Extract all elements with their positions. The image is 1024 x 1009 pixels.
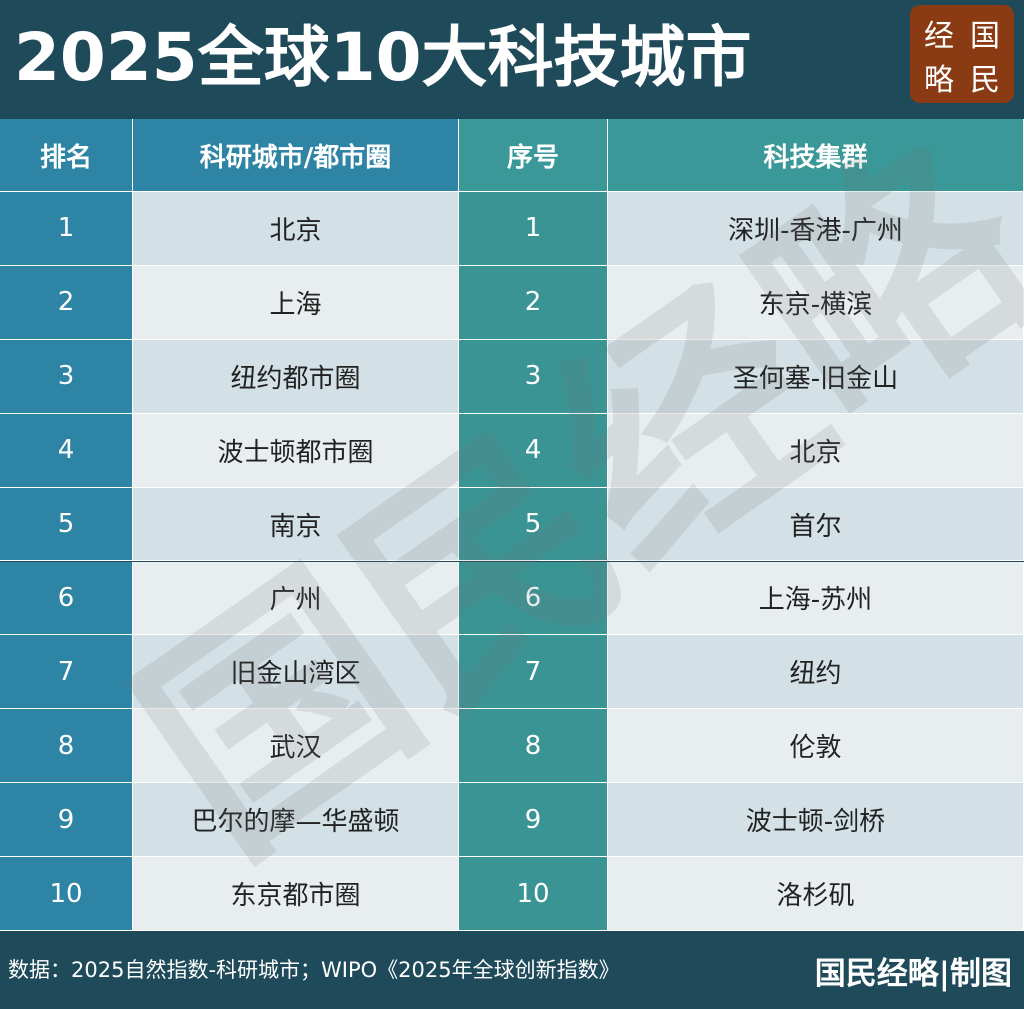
table-cell: 广州 [133,561,459,636]
table-cell: 1 [0,192,133,266]
column-header: 科研城市/都市圈 [133,119,459,192]
table-cell: 9 [459,783,608,858]
table-cell: 4 [459,413,608,488]
table-cell: 8 [0,709,133,784]
table-cell: 波士顿-剑桥 [608,783,1024,858]
table-cell: 纽约都市圈 [133,339,459,414]
table-cell: 7 [0,635,133,710]
column-header: 序号 [459,119,608,192]
logo-char: 国 [970,19,1000,54]
table-cell: 伦敦 [608,709,1024,784]
table-cell: 8 [459,709,608,784]
table-cell: 1 [459,192,608,266]
table-cell: 6 [0,561,133,636]
table-cell: 北京 [133,192,459,266]
table-cell: 上海-苏州 [608,561,1024,636]
table-cell: 5 [459,487,608,562]
brand: 国民经略|制图 [814,956,1012,992]
table-cell: 深圳-香港-广州 [608,192,1024,266]
table-cell: 6 [459,561,608,636]
logo: 经 国 略 民 [910,5,1014,103]
title: 2025全球10大科技城市 [14,19,752,96]
table-cell: 9 [0,783,133,858]
table-cell: 2 [459,265,608,340]
table-cell: 旧金山湾区 [133,635,459,710]
logo-char: 民 [970,63,1000,98]
table-cell: 4 [0,413,133,488]
header: 2025全球10大科技城市 经 国 略 民 [0,0,1024,118]
table-cell: 上海 [133,265,459,340]
table-cell: 洛杉矶 [608,857,1024,931]
table-cell: 北京 [608,413,1024,488]
logo-char: 略 [924,63,954,98]
table-cell: 首尔 [608,487,1024,562]
table-cell: 南京 [133,487,459,562]
source: 数据：2025自然指数-科研城市；WIPO《2025年全球创新指数》 [8,958,620,982]
table-cell: 东京-横滨 [608,265,1024,340]
logo-char: 经 [924,19,954,54]
table: 排名 科研城市/都市圈 序号 科技集群 1 北京 1 深圳-香港-广州 2 上海 2 东京-横滨 3 纽约… [0,119,1024,931]
table-cell: 东京都市圈 [133,857,459,931]
table-cell: 巴尔的摩—华盛顿 [133,783,459,858]
table-cell: 10 [0,857,133,931]
footer: 数据：2025自然指数-科研城市；WIPO《2025年全球创新指数》 国民经略|… [0,932,1024,1009]
column-header: 排名 [0,119,133,192]
table-cell: 3 [459,339,608,414]
table-cell: 纽约 [608,635,1024,710]
table-cell: 5 [0,487,133,562]
column-header: 科技集群 [608,119,1024,192]
table-cell: 7 [459,635,608,710]
table-cell: 圣何塞-旧金山 [608,339,1024,414]
table-cell: 3 [0,339,133,414]
table-cell: 波士顿都市圈 [133,413,459,488]
table-cell: 2 [0,265,133,340]
table-cell: 10 [459,857,608,931]
table-cell: 武汉 [133,709,459,784]
